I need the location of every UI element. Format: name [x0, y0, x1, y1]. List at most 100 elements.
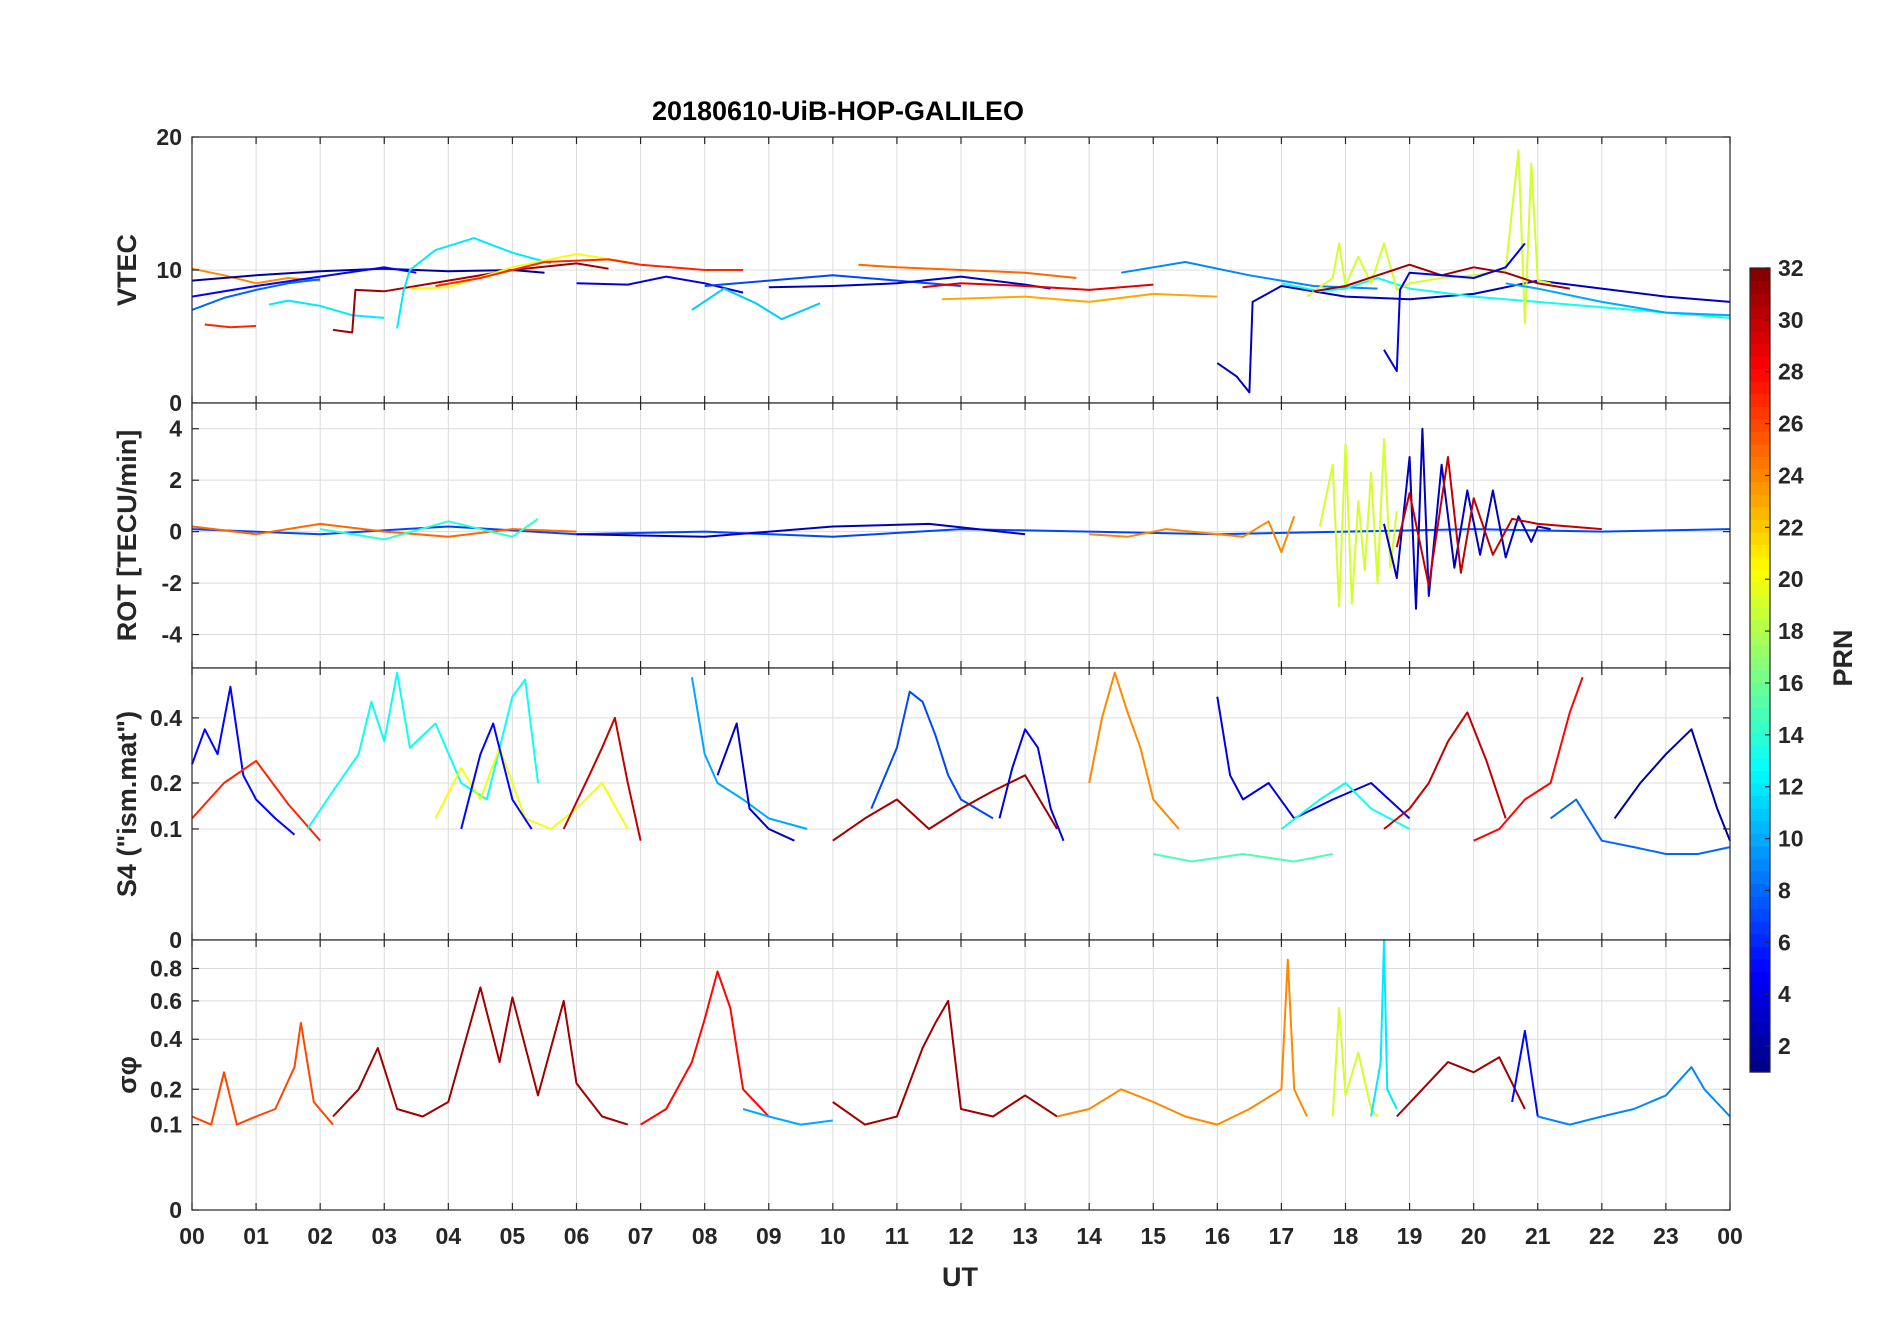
series-line-prn-2 — [1613, 728, 1731, 842]
colorbar-segment — [1750, 619, 1770, 633]
series-line-prn-7 — [191, 525, 1731, 538]
y-tick-label: -2 — [162, 570, 182, 596]
colorbar-segment — [1750, 770, 1770, 784]
panel-1: 0 10 20 VTEC — [112, 124, 1731, 416]
colorbar-segment — [1750, 607, 1770, 621]
colorbar-segment — [1750, 820, 1770, 834]
x-tick-label: 21 — [1525, 1223, 1551, 1249]
colorbar-segment — [1750, 682, 1770, 696]
series-line-prn-27 — [191, 759, 321, 842]
x-tick-label: 20 — [1461, 1223, 1487, 1249]
series-line-prn-5 — [1511, 1029, 1539, 1117]
colorbar-segment — [1750, 720, 1770, 734]
colorbar-segment — [1750, 318, 1770, 332]
colorbar-segment — [1750, 933, 1770, 947]
x-tick-label: 04 — [436, 1223, 462, 1249]
y-tick-label: 20 — [156, 124, 182, 150]
series-line-prn-4 — [1383, 242, 1526, 373]
x-tick-label: 02 — [307, 1223, 333, 1249]
colorbar-segment — [1750, 808, 1770, 822]
y-tick-label: 0.2 — [150, 770, 182, 796]
series-line-prn-12 — [396, 237, 552, 329]
series-line-prn-7 — [704, 274, 962, 287]
colorbar-label: PRN — [1828, 629, 1858, 686]
colorbar-tick-label: 12 — [1778, 774, 1804, 800]
x-axis-label: UT — [942, 1262, 978, 1292]
series-group — [191, 671, 1731, 863]
x-tick-label: 10 — [820, 1223, 846, 1249]
series-line-prn-30 — [1383, 711, 1507, 830]
series-line-prn-24 — [1056, 958, 1308, 1126]
colorbar-segment — [1750, 783, 1770, 797]
colorbar-segment — [1750, 757, 1770, 772]
series-line-prn-31 — [332, 262, 609, 334]
series-line-prn-3 — [716, 722, 795, 842]
series-line-prn-27 — [435, 258, 744, 287]
colorbar-segment — [1750, 582, 1770, 596]
colorbar-segment — [1750, 984, 1770, 998]
colorbar-segment — [1750, 381, 1770, 395]
colorbar-segment — [1750, 858, 1770, 872]
y-axis-label: ROT [TECU/min] — [112, 430, 142, 641]
colorbar-segment — [1750, 456, 1770, 470]
x-tick-label: 06 — [564, 1223, 590, 1249]
colorbar-segment — [1750, 1034, 1770, 1048]
y-tick-label: -4 — [162, 622, 183, 648]
colorbar-segment — [1750, 268, 1770, 282]
colorbar-segment — [1750, 1046, 1770, 1061]
panel-4: 0 0.1 0.2 0.4 0.6 0.8 σφ — [112, 939, 1731, 1223]
series-line-prn-28 — [1473, 676, 1584, 842]
colorbar-segment — [1750, 406, 1770, 420]
series-line-prn-13 — [1281, 277, 1731, 319]
series-line-prn-10 — [1505, 282, 1731, 317]
colorbar-segment — [1750, 795, 1770, 809]
series-line-prn-11 — [691, 287, 821, 321]
colorbar-segment — [1750, 355, 1770, 370]
x-tick-label: 09 — [756, 1223, 782, 1249]
colorbar-segment — [1750, 632, 1770, 646]
series-group — [191, 939, 1731, 1126]
y-tick-label: 4 — [169, 416, 182, 442]
series-line-prn-23 — [941, 292, 1218, 303]
x-tick-label: 11 — [885, 1223, 910, 1249]
colorbar-tick-label: 4 — [1778, 981, 1791, 1007]
colorbar-segment — [1750, 368, 1770, 382]
series-line-prn-10 — [742, 1108, 833, 1126]
x-tick-label: 23 — [1653, 1223, 1679, 1249]
x-tick-label: 15 — [1140, 1223, 1166, 1249]
series-line-prn-4 — [1216, 696, 1411, 820]
colorbar-segment — [1750, 845, 1770, 860]
x-tick-label: 12 — [948, 1223, 974, 1249]
colorbar-segment — [1750, 330, 1770, 344]
series-line-prn-9 — [1537, 1066, 1731, 1126]
y-tick-label: 0 — [169, 390, 182, 416]
colorbar-segment — [1750, 431, 1770, 445]
series-line-prn-31 — [332, 986, 629, 1126]
series-line-prn-3 — [1383, 427, 1551, 610]
series-line-prn-25 — [191, 522, 577, 538]
x-tick-label: 13 — [1012, 1223, 1038, 1249]
series-line-prn-28 — [640, 970, 770, 1126]
y-tick-label: 0.4 — [150, 1026, 182, 1052]
colorbar-tick-label: 20 — [1778, 566, 1804, 592]
colorbar-segment — [1750, 443, 1770, 458]
colorbar-segment — [1750, 833, 1770, 847]
colorbar-segment — [1750, 556, 1770, 571]
colorbar-segment — [1750, 883, 1770, 897]
x-tick-label: 19 — [1397, 1223, 1423, 1249]
y-tick-label: 0.2 — [150, 1076, 182, 1102]
y-tick-label: 10 — [156, 257, 182, 283]
series-line-prn-5 — [191, 266, 417, 298]
series-group — [191, 427, 1731, 610]
series-line-prn-30 — [1395, 456, 1602, 587]
colorbar-tick-label: 28 — [1778, 359, 1804, 385]
colorbar-segment — [1750, 506, 1770, 520]
series-line-prn-24 — [1089, 515, 1296, 554]
colorbar-segment — [1750, 996, 1770, 1010]
colorbar-tick-label: 8 — [1778, 877, 1791, 903]
colorbar-segment — [1750, 707, 1770, 721]
colorbar-segment — [1750, 971, 1770, 985]
panel-3: 0 0.1 0.2 0.4 S4 ("ism.mat") — [112, 667, 1731, 953]
colorbar-segment — [1750, 896, 1770, 910]
